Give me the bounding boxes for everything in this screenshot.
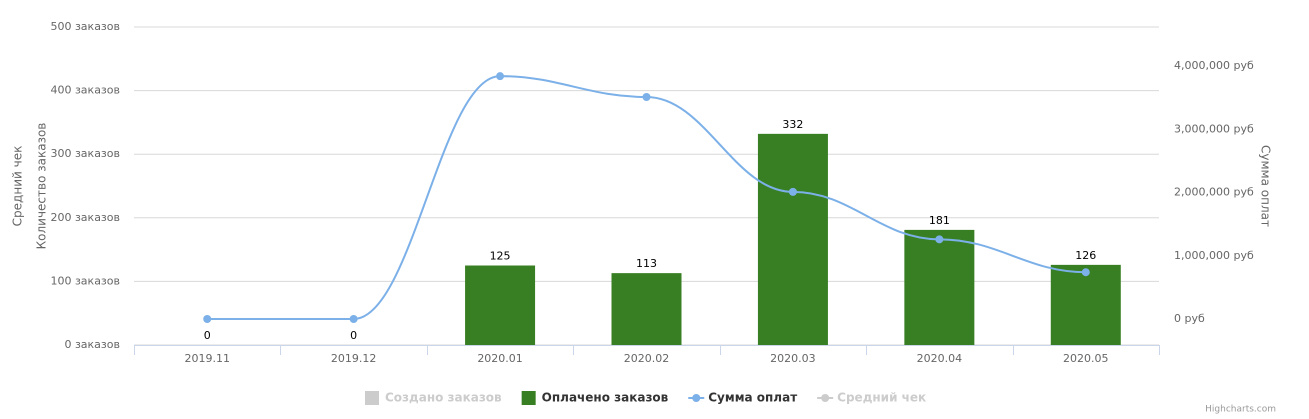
credits[interactable]: Highcharts.com (1205, 405, 1276, 415)
legend-symbol (821, 394, 830, 402)
y2-tick-label: 1,000,000 руб (1174, 249, 1254, 262)
y-tick-label: 400 заказов (50, 84, 120, 97)
x-tick-label: 2020.04 (917, 352, 963, 365)
y-tick-label: 500 заказов (50, 20, 120, 33)
line-point (642, 93, 651, 102)
legend-label[interactable]: Сумма оплат (708, 391, 797, 405)
data-label: 113 (636, 257, 657, 270)
x-tick-label: 2020.05 (1063, 352, 1109, 365)
x-tick-label: 2019.11 (184, 352, 230, 365)
line-point (788, 187, 797, 196)
legend-label[interactable]: Оплачено заказов (542, 391, 669, 405)
data-label: 0 (204, 329, 211, 342)
bar (465, 265, 536, 345)
data-label: 0 (350, 329, 357, 342)
y-axis-title: Средний чек (11, 146, 25, 227)
line-point (349, 315, 358, 324)
line-point (1081, 268, 1090, 277)
y-tick-label: 200 заказов (50, 211, 120, 224)
x-tick-label: 2020.03 (770, 352, 816, 365)
data-label: 181 (929, 214, 950, 227)
legend-symbol (521, 391, 536, 405)
legend: Создано заказов Оплачено заказов Сумма опл… (365, 391, 926, 405)
y2-axis-title: Сумма оплат (1259, 145, 1273, 227)
data-label: 126 (1075, 249, 1096, 262)
x-tick-label: 2020.02 (624, 352, 670, 365)
x-tick-label: 2020.01 (477, 352, 523, 365)
y2-tick-label: 4,000,000 руб (1174, 59, 1254, 72)
bar (611, 273, 682, 345)
data-label: 332 (782, 118, 803, 131)
y2-tick-label: 2,000,000 руб (1174, 186, 1254, 199)
y2-tick-label: 3,000,000 руб (1174, 122, 1254, 135)
line (207, 75, 1086, 321)
y-tick-label: 0 заказов (64, 338, 120, 351)
legend-symbol (365, 391, 379, 405)
line-point (203, 315, 212, 324)
line-point (496, 72, 505, 81)
line-point (935, 235, 944, 244)
y-tick-label: 300 заказов (50, 147, 120, 160)
x-tick-label: 2019.12 (331, 352, 377, 365)
y2-tick-label: 0 руб (1174, 312, 1205, 325)
y-tick-label: 100 заказов (50, 274, 120, 287)
y-axis-title: Количество заказов (35, 123, 49, 250)
data-label: 125 (490, 250, 511, 263)
bar (1050, 264, 1121, 345)
legend-symbol (692, 394, 701, 402)
legend-label[interactable]: Средний чек (837, 391, 926, 405)
bar (757, 133, 828, 345)
legend-label[interactable]: Создано заказов (385, 391, 502, 405)
bar (904, 229, 975, 345)
